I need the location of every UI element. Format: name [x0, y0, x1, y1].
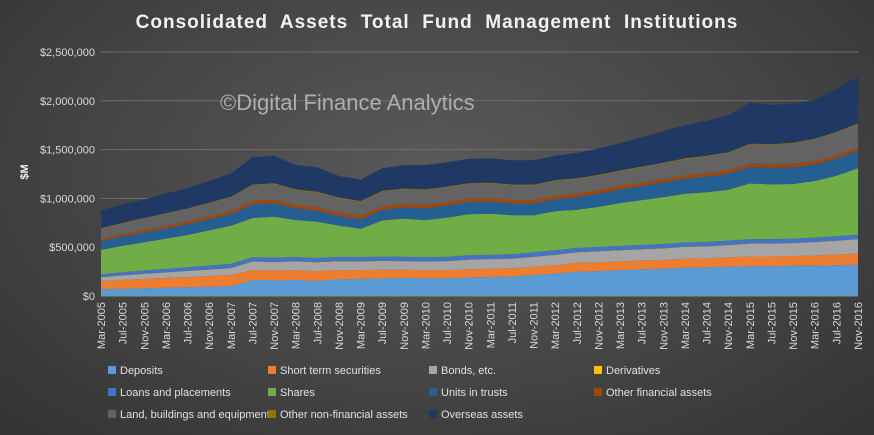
x-tick-label: Mar-2013	[615, 302, 627, 349]
y-tick-label: $1,500,000	[40, 145, 95, 157]
x-tick-label: Nov-2013	[658, 302, 670, 350]
x-tick-label: Mar-2015	[745, 302, 757, 349]
legend-swatch	[429, 410, 437, 418]
legend-swatch	[429, 388, 437, 396]
x-tick-label: Nov-2012	[594, 302, 606, 350]
x-tick-label: Mar-2016	[810, 302, 822, 349]
area-loans-and-placements	[101, 234, 858, 278]
legend-swatch	[594, 366, 602, 374]
area-deposits	[101, 264, 858, 296]
x-tick-label: Jul-2006	[183, 302, 195, 344]
y-tick-label: $2,500,000	[40, 47, 95, 59]
x-tick-label: Nov-2011	[529, 302, 541, 349]
x-tick-label: Jul-2011	[507, 302, 519, 343]
plot-area	[101, 76, 858, 297]
x-tick-label: Jul-2010	[442, 302, 454, 344]
x-tick-label: Mar-2010	[420, 302, 432, 349]
area-bonds-etc	[101, 239, 858, 282]
x-tick-label: Mar-2005	[96, 302, 108, 349]
legend-swatch	[108, 366, 116, 374]
legend-label: Bonds, etc.	[441, 365, 496, 377]
legend-label: Other non-financial assets	[280, 409, 408, 421]
y-tick-label: $2,000,000	[40, 96, 95, 108]
x-tick-label: Jul-2013	[637, 302, 649, 344]
x-tick-label: Jul-2015	[767, 302, 779, 344]
legend-swatch	[108, 410, 116, 418]
x-tick-label: Mar-2011	[485, 302, 497, 348]
x-tick-label: Nov-2007	[269, 302, 281, 350]
legend-swatch	[268, 388, 276, 396]
x-tick-label: Jul-2016	[831, 302, 843, 344]
x-tick-label: Mar-2014	[680, 302, 692, 349]
x-tick-label: Nov-2014	[723, 302, 735, 350]
area-short-term-securities	[101, 253, 858, 290]
legend-swatch	[108, 388, 116, 396]
x-tick-label: Nov-2016	[853, 302, 865, 350]
x-tick-label: Mar-2008	[291, 302, 303, 349]
x-tick-label: Nov-2005	[139, 302, 151, 350]
legend-swatch	[268, 366, 276, 374]
legend-label: Land, buildings and equipment	[120, 409, 270, 421]
legend-swatch	[268, 410, 276, 418]
x-tick-label: Nov-2009	[399, 302, 411, 350]
x-tick-label: Jul-2009	[377, 302, 389, 344]
x-tick-label: Jul-2012	[572, 302, 584, 344]
legend-label: Units in trusts	[441, 387, 508, 399]
x-tick-label: Jul-2007	[247, 302, 259, 344]
x-tick-label: Mar-2007	[226, 302, 238, 349]
x-tick-label: Jul-2005	[118, 302, 130, 344]
legend: Deposits Short term securities Bonds, etc.…	[108, 365, 712, 421]
legend-label: Loans and placements	[120, 387, 231, 399]
x-tick-label: Jul-2008	[312, 302, 324, 344]
legend-label: Overseas assets	[441, 409, 523, 421]
legend-label: Derivatives	[606, 365, 661, 377]
legend-label: Shares	[280, 387, 315, 399]
x-tick-label: Mar-2009	[356, 302, 368, 349]
area-shares	[101, 168, 858, 275]
legend-swatch	[594, 388, 602, 396]
legend-label: Deposits	[120, 365, 163, 377]
y-axis-label: $M	[19, 164, 31, 179]
x-tick-label: Nov-2008	[334, 302, 346, 350]
y-tick-label: $0	[83, 291, 95, 303]
x-axis: Mar-2005 Jul-2005 Nov-2005 Mar-2006 Jul-2006…	[96, 302, 865, 350]
legend-label: Other financial assets	[606, 387, 712, 399]
chart-title: Consolidated Assets Total Fund Managemen…	[136, 12, 739, 33]
y-tick-label: $500,000	[49, 242, 95, 254]
x-tick-label: Mar-2012	[550, 302, 562, 349]
x-tick-label: Nov-2010	[464, 302, 476, 350]
x-tick-label: Mar-2006	[161, 302, 173, 349]
x-tick-label: Jul-2014	[702, 302, 714, 344]
y-axis: $0 $500,000 $1,000,000 $1,500,000 $2,000,000…	[40, 47, 95, 303]
y-tick-label: $1,000,000	[40, 193, 95, 205]
legend-label: Short term securities	[280, 365, 381, 377]
x-tick-label: Nov-2015	[788, 302, 800, 350]
area-overseas-assets	[101, 76, 858, 228]
watermark: ©Digital Finance Analytics	[220, 90, 475, 115]
x-tick-label: Nov-2006	[204, 302, 216, 350]
legend-swatch	[429, 366, 437, 374]
